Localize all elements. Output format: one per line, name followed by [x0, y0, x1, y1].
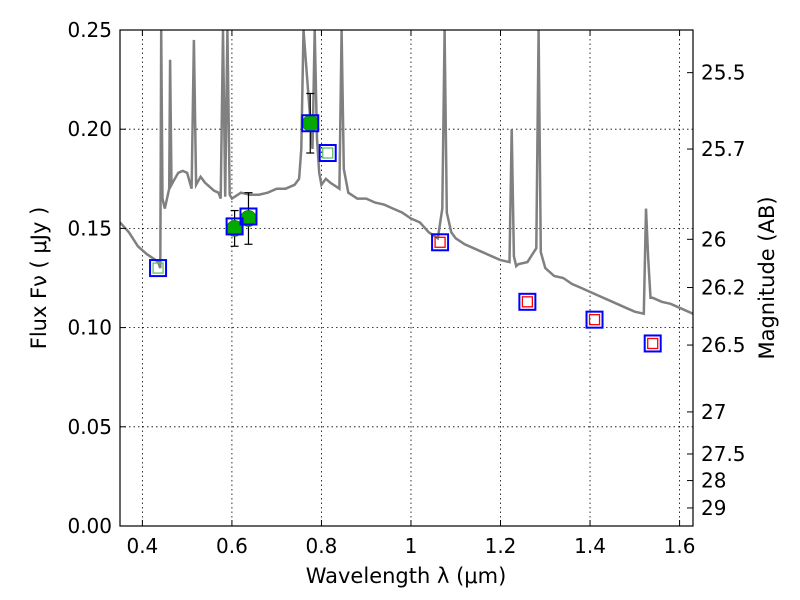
mag-tick-label: 27 — [701, 400, 726, 424]
model-flux-square — [149, 259, 168, 278]
mag-tick-label: 26.2 — [701, 276, 746, 300]
y-tick-label: 0.05 — [67, 415, 112, 439]
plot-area — [120, 30, 693, 353]
model-sed-line — [120, 30, 693, 316]
upper-limit-square — [521, 296, 534, 308]
mag-tick-label: 28 — [701, 469, 726, 493]
y-axis-label: Flux Fν ( μJy ) — [27, 207, 51, 350]
y-tick-label: 0.20 — [67, 117, 112, 141]
x-tick-label: 1.4 — [574, 534, 606, 558]
x-tick-label: 1 — [405, 534, 418, 558]
observed-point — [301, 114, 319, 132]
x-tick-label: 1.6 — [664, 534, 696, 558]
x-tick-label: 1.2 — [485, 534, 517, 558]
mag-tick-label: 26.5 — [701, 333, 746, 357]
x-tick-label: 0.6 — [216, 534, 248, 558]
x-axis-label: Wavelength λ (μm) — [306, 564, 507, 588]
mag-tick-label: 27.5 — [701, 442, 746, 466]
model-flux-square — [239, 207, 258, 226]
mag-tick-label: 25.7 — [701, 137, 746, 161]
model-flux-square — [225, 217, 244, 236]
right-axis-label: Magnitude (AB) — [755, 196, 779, 359]
plot-frame — [119, 29, 694, 527]
non-detection-square — [322, 147, 334, 159]
model-flux-square — [318, 144, 337, 163]
mag-tick-label: 25.5 — [701, 61, 746, 85]
x-tick-label: 0.4 — [126, 534, 158, 558]
y-tick-label: 0.10 — [67, 316, 112, 340]
model-flux-square — [518, 292, 537, 311]
mag-tick-label: 26 — [701, 227, 726, 251]
upper-limit-square — [434, 236, 446, 248]
y-tick-label: 0.25 — [67, 18, 112, 42]
model-flux-square — [431, 233, 450, 252]
axis-ticks: 0.4 0.6 0.8 1 1.2 1.4 1.6 0.00 0.05 0.10 0.15 0.20 0… — [67, 18, 745, 558]
upper-limit-square — [588, 314, 601, 326]
x-tick-label: 0.8 — [306, 534, 338, 558]
y-tick-label: 0.00 — [67, 514, 112, 538]
grid-lines — [120, 29, 693, 527]
upper-limit-square — [647, 337, 659, 350]
model-flux-square — [301, 114, 320, 133]
model-flux-square — [643, 334, 662, 353]
y-tick-label: 0.15 — [67, 216, 112, 240]
non-detection-square — [152, 262, 164, 274]
model-flux-square — [585, 310, 604, 329]
mag-tick-label: 29 — [701, 496, 726, 520]
